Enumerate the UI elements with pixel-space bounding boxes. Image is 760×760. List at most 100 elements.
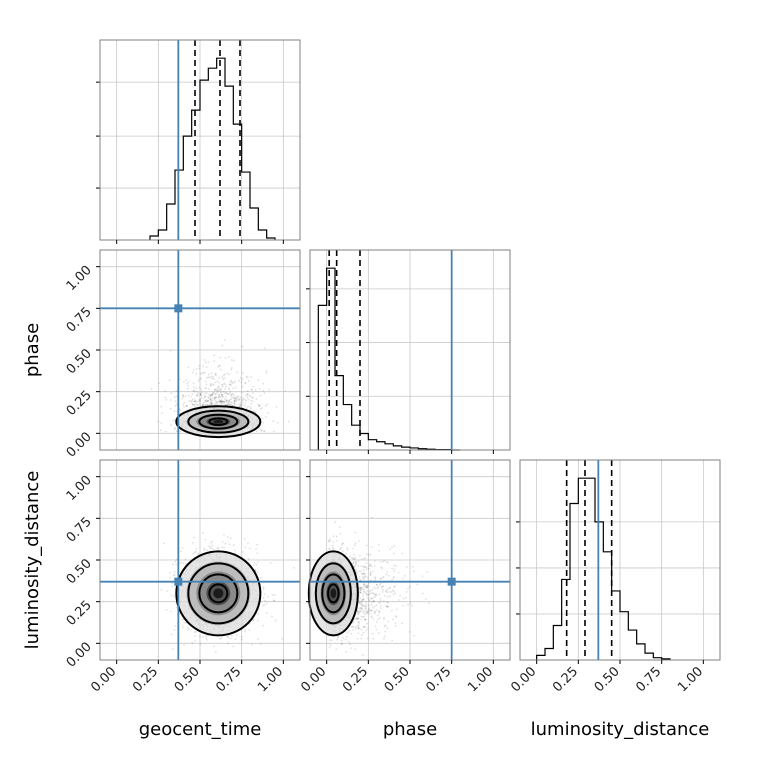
- scatter-point: [351, 562, 354, 565]
- scatter-point: [360, 603, 363, 606]
- scatter-point: [369, 572, 372, 575]
- scatter-point: [365, 544, 368, 547]
- scatter-point: [232, 359, 235, 362]
- scatter-point: [275, 406, 278, 408]
- scatter-point: [173, 595, 175, 598]
- scatter-point: [219, 389, 222, 392]
- scatter-point: [378, 593, 381, 596]
- scatter-point: [255, 563, 258, 566]
- scatter-point: [263, 593, 266, 596]
- scatter-point: [339, 532, 342, 535]
- scatter-point: [373, 600, 376, 603]
- scatter-point: [375, 593, 377, 596]
- scatter-point: [224, 398, 226, 400]
- scatter-point: [211, 403, 213, 405]
- scatter-point: [284, 390, 287, 392]
- scatter-point: [356, 610, 359, 612]
- scatter-point: [214, 650, 217, 653]
- scatter-point: [369, 574, 372, 577]
- scatter-point: [256, 619, 259, 622]
- x-tick-label: 0.75: [633, 664, 664, 695]
- histogram-panel-luminosity_distance: [516, 459, 721, 661]
- truth-marker: [174, 577, 183, 586]
- scatter-point: [248, 629, 251, 631]
- scatter-point: [372, 600, 375, 603]
- scatter-point: [247, 398, 250, 401]
- scatter-point: [208, 545, 211, 548]
- scatter-point: [216, 387, 219, 390]
- scatter-point: [172, 419, 175, 422]
- scatter-point: [241, 398, 244, 401]
- scatter-point: [369, 570, 372, 573]
- scatter-point: [212, 384, 215, 386]
- scatter-point: [360, 565, 363, 568]
- scatter-point: [213, 378, 216, 381]
- scatter-point: [217, 396, 220, 399]
- scatter-point: [394, 624, 397, 627]
- contour-line: [208, 417, 229, 426]
- scatter-point: [202, 404, 205, 407]
- scatter-point: [233, 402, 236, 405]
- scatter-point: [356, 571, 358, 574]
- scatter-point: [217, 547, 220, 550]
- scatter-point: [186, 627, 189, 630]
- scatter-point: [174, 560, 177, 563]
- scatter-point: [229, 537, 232, 540]
- scatter-point: [230, 403, 232, 406]
- scatter-point: [360, 637, 363, 640]
- scatter-point: [230, 395, 233, 398]
- scatter-point: [355, 569, 357, 572]
- scatter-point: [193, 551, 196, 554]
- scatter-point: [357, 627, 360, 630]
- scatter-point: [383, 618, 385, 621]
- scatter-point: [338, 526, 341, 529]
- scatter-point: [209, 398, 212, 401]
- scatter-point: [386, 571, 389, 573]
- scatter-point: [232, 544, 235, 546]
- scatter-point: [332, 541, 335, 544]
- scatter-point: [193, 403, 196, 406]
- scatter-point: [366, 610, 369, 613]
- scatter-point: [287, 420, 290, 423]
- scatter-point: [257, 613, 260, 615]
- scatter-point: [229, 398, 232, 401]
- scatter-point: [354, 648, 356, 651]
- scatter-point: [198, 399, 201, 402]
- scatter-point: [329, 539, 332, 542]
- scatter-point: [230, 381, 233, 384]
- scatter-point: [203, 392, 206, 395]
- scatter-point: [371, 592, 374, 594]
- y-tick-label: 1.00: [64, 263, 95, 294]
- scatter-point: [225, 392, 228, 395]
- scatter-point: [239, 376, 242, 379]
- scatter-point: [195, 367, 198, 370]
- scatter-point: [220, 397, 223, 400]
- scatter-point: [220, 395, 222, 398]
- scatter-point: [371, 597, 374, 600]
- scatter-point: [362, 565, 365, 568]
- scatter-point: [373, 578, 376, 581]
- scatter-point: [272, 430, 275, 433]
- scatter-point: [230, 394, 233, 396]
- scatter-point: [256, 571, 259, 574]
- scatter-point: [265, 612, 268, 615]
- scatter-point: [362, 595, 364, 598]
- scatter-point: [213, 354, 216, 357]
- scatter-point: [385, 605, 388, 608]
- scatter-point: [380, 586, 383, 589]
- scatter-point: [219, 401, 222, 404]
- scatter-point: [169, 407, 172, 410]
- scatter-point: [185, 404, 188, 407]
- scatter-point: [210, 400, 213, 403]
- scatter-point: [219, 400, 222, 403]
- scatter-point: [359, 578, 362, 581]
- scatter-point: [339, 548, 342, 550]
- scatter-point: [192, 404, 194, 406]
- scatter-point: [383, 559, 386, 562]
- scatter-point: [340, 546, 342, 549]
- scatter-point: [185, 379, 188, 381]
- scatter-point: [357, 612, 360, 615]
- scatter-point: [364, 606, 367, 609]
- scatter-point: [363, 588, 366, 590]
- scatter-point: [362, 577, 365, 579]
